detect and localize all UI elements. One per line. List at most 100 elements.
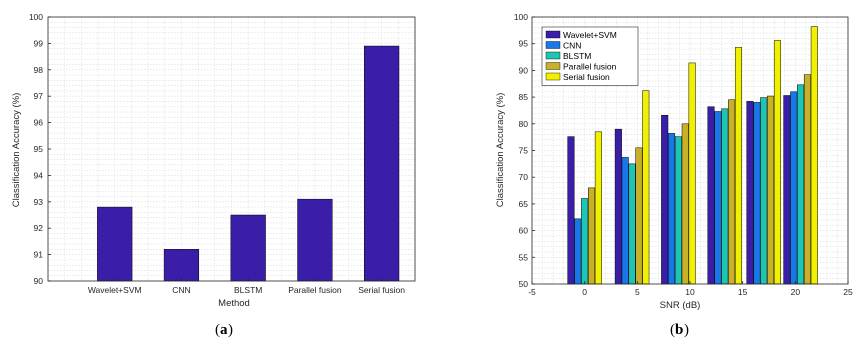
x-tick-label: CNN (172, 285, 190, 295)
chart-b-panel-letter: b (675, 322, 683, 338)
bar-blstm (674, 136, 682, 285)
bar-blstm (628, 163, 636, 285)
x-tick-label: Wavelet+SVM (88, 285, 142, 295)
bar-wavelet-svm (783, 95, 791, 285)
y-tick-label: 96 (34, 118, 44, 128)
x-tick-label: Parallel fusion (288, 285, 342, 295)
bar-blstm (760, 97, 768, 285)
bar-cnn (574, 218, 582, 285)
y-tick-label: 99 (34, 38, 44, 48)
x-tick-label: -5 (528, 287, 536, 297)
legend-label: Serial fusion (563, 72, 610, 82)
bar-cnn (714, 111, 722, 285)
y-tick-label: 100 (514, 12, 528, 22)
bar-blstm (581, 198, 589, 285)
bar-serial-fusion (734, 47, 742, 285)
chart-b-xlabel: SNR (dB) (660, 300, 701, 311)
svg-text:): ) (684, 322, 689, 338)
bar-serial-fusion (688, 62, 696, 285)
bar-cnn (163, 249, 200, 282)
bar-cnn (668, 133, 676, 285)
y-tick-label: 91 (34, 250, 44, 260)
bar-serial-fusion (364, 45, 400, 282)
y-tick-label: 95 (34, 144, 44, 154)
legend-swatch (545, 41, 561, 49)
svg-text:(: ( (215, 322, 220, 338)
chart-a-bars (97, 45, 400, 282)
bar-wavelet-svm (661, 115, 669, 285)
x-tick-label: 0 (582, 287, 587, 297)
chart-a-y-ticks: 90 91 92 93 94 95 96 97 98 99 100 (29, 12, 51, 286)
chart-a-panel-label: ( a ) (215, 322, 233, 338)
y-tick-label: 97 (34, 91, 44, 101)
bar-blstm (797, 84, 805, 285)
bar-wavelet-svm (746, 101, 754, 285)
legend-label: Parallel fusion (563, 62, 617, 72)
x-tick-label: 10 (685, 287, 695, 297)
legend-swatch (545, 62, 561, 70)
bar-parallel-fusion (767, 95, 775, 285)
y-tick-label: 92 (34, 223, 44, 233)
y-tick-label: 75 (519, 146, 529, 156)
bar-serial-fusion (642, 90, 650, 285)
y-tick-label: 93 (34, 197, 44, 207)
x-tick-label: 25 (843, 287, 853, 297)
y-tick-label: 90 (34, 276, 44, 286)
y-tick-label: 50 (519, 279, 529, 289)
y-tick-label: 55 (519, 252, 529, 262)
y-tick-label: 60 (519, 226, 529, 236)
y-tick-label: 94 (34, 170, 44, 180)
chart-a-x-ticks: Wavelet+SVM CNN BLSTM Parallel fusion Serial… (88, 278, 405, 295)
bar-cnn (790, 91, 798, 285)
y-tick-label: 95 (519, 39, 529, 49)
bar-blstm (721, 108, 729, 285)
legend-label: BLSTM (563, 51, 591, 61)
bar-cnn (753, 102, 761, 285)
legend-swatch (545, 30, 561, 39)
chart-a-panel-letter: a (220, 322, 228, 338)
bar-cnn (621, 157, 629, 285)
legend-label: Wavelet+SVM (563, 30, 617, 40)
chart-b-x-ticks: -5 0 5 10 15 20 25 (528, 281, 853, 297)
y-tick-label: 70 (519, 172, 529, 182)
bar-parallel-fusion (803, 74, 811, 285)
chart-a-xlabel: Method (218, 298, 250, 309)
legend-swatch (545, 51, 561, 60)
bar-serial-fusion (594, 131, 602, 285)
legend-label: CNN (563, 41, 581, 51)
chart-b-panel-label: ( b ) (670, 322, 689, 338)
bar-blstm (230, 214, 266, 282)
svg-text:): ) (228, 322, 233, 338)
chart-b: 50 55 60 65 70 75 80 85 90 95 100 -5 0 5 10 15 20 25 Wav… (495, 12, 853, 338)
bar-wavelet-svm (97, 206, 133, 282)
bar-parallel-fusion (728, 99, 736, 285)
x-tick-label: 15 (738, 287, 748, 297)
svg-text:(: ( (670, 322, 675, 338)
x-tick-label: BLSTM (234, 285, 262, 295)
y-tick-label: 98 (34, 65, 44, 75)
bar-parallel-fusion (588, 187, 596, 285)
bar-serial-fusion (773, 40, 781, 285)
y-tick-label: 80 (519, 119, 529, 129)
chart-a-ylabel: Classification Accuracy (%) (11, 93, 22, 208)
bar-wavelet-svm (567, 136, 575, 285)
bar-parallel-fusion (297, 198, 333, 282)
bar-wavelet-svm (707, 106, 715, 285)
bar-parallel-fusion (635, 147, 643, 285)
chart-b-y-ticks: 50 55 60 65 70 75 80 85 90 95 100 (514, 12, 535, 289)
bar-wavelet-svm (614, 128, 622, 285)
x-tick-label: 5 (635, 287, 640, 297)
chart-b-ylabel: Classification Accuracy (%) (495, 93, 506, 208)
legend-swatch (545, 72, 561, 81)
bar-serial-fusion (810, 26, 818, 285)
y-tick-label: 100 (29, 12, 43, 22)
bar-parallel-fusion (681, 123, 689, 285)
x-tick-label: 20 (791, 287, 801, 297)
y-tick-label: 90 (519, 65, 529, 75)
y-tick-label: 85 (519, 92, 529, 102)
y-tick-label: 65 (519, 199, 529, 209)
x-tick-label: Serial fusion (358, 285, 405, 295)
chart-a: 90 91 92 93 94 95 96 97 98 99 100 Wavelet+SVM CNN BL… (11, 12, 416, 338)
